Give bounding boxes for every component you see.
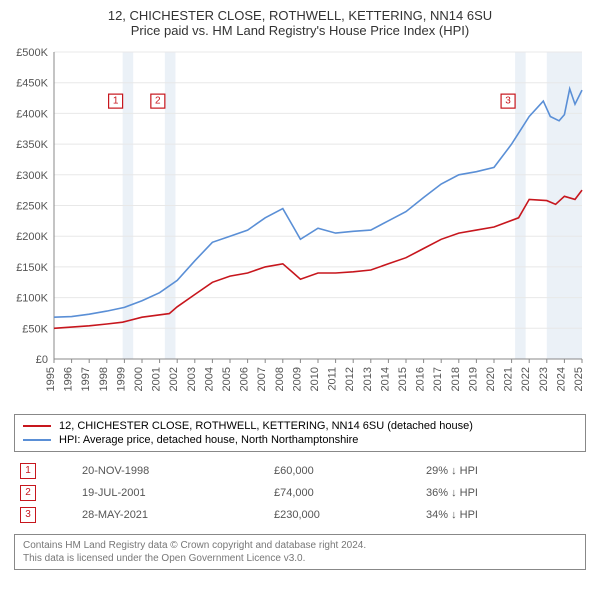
y-tick-label: £300K <box>16 170 48 182</box>
svg-text:1: 1 <box>113 96 119 107</box>
x-tick-label: 2020 <box>485 367 497 391</box>
attribution-line2: This data is licensed under the Open Gov… <box>23 552 577 565</box>
svg-text:3: 3 <box>505 96 511 107</box>
x-tick-label: 2005 <box>221 367 233 391</box>
transaction-row: 1 20-NOV-1998£60,00029% ↓ HPI <box>14 460 586 482</box>
x-tick-label: 2016 <box>415 367 427 391</box>
legend-label: HPI: Average price, detached house, Nort… <box>59 434 358 446</box>
x-tick-label: 2010 <box>309 367 321 391</box>
x-tick-label: 1997 <box>80 367 92 391</box>
x-tick-label: 2011 <box>327 367 339 391</box>
legend-swatch <box>23 439 51 441</box>
y-tick-label: £100K <box>16 293 48 305</box>
y-tick-label: £50K <box>22 323 48 335</box>
x-tick-label: 2002 <box>168 367 180 391</box>
x-tick-label: 2007 <box>256 367 268 391</box>
transaction-row: 2 19-JUL-2001£74,00036% ↓ HPI <box>14 482 586 504</box>
transaction-date: 19-JUL-2001 <box>76 482 268 504</box>
transaction-price: £230,000 <box>268 504 420 526</box>
x-tick-label: 2008 <box>274 367 286 391</box>
transaction-date: 28-MAY-2021 <box>76 504 268 526</box>
transaction-vs-hpi: 34% ↓ HPI <box>420 504 586 526</box>
x-tick-label: 2022 <box>520 367 532 391</box>
chart-svg: £0 £50K £100K £150K £200K £250K £300K £350K £400… <box>10 44 590 404</box>
x-tick-label: 2025 <box>573 367 585 391</box>
x-tick-label: 2018 <box>450 367 462 391</box>
transaction-price: £74,000 <box>268 482 420 504</box>
y-tick-label: £500K <box>16 47 48 59</box>
y-tick-label: £350K <box>16 139 48 151</box>
x-tick-label: 2000 <box>133 367 145 391</box>
y-tick-label: £200K <box>16 231 48 243</box>
y-tick-label: £0 <box>36 354 48 366</box>
y-tick-label: £150K <box>16 262 48 274</box>
legend-item: HPI: Average price, detached house, Nort… <box>23 433 577 447</box>
x-tick-label: 1996 <box>63 367 75 391</box>
transaction-vs-hpi: 36% ↓ HPI <box>420 482 586 504</box>
transaction-date: 20-NOV-1998 <box>76 460 268 482</box>
x-tick-label: 1999 <box>115 367 127 391</box>
x-tick-label: 2023 <box>538 367 550 391</box>
y-tick-label: £400K <box>16 108 48 120</box>
transaction-marker: 2 <box>20 485 36 501</box>
x-tick-label: 2004 <box>203 367 215 391</box>
x-tick-label: 1998 <box>98 367 110 391</box>
y-tick-label: £450K <box>16 78 48 90</box>
x-tick-label: 2001 <box>151 367 163 391</box>
x-tick-label: 2017 <box>432 367 444 391</box>
x-tick-label: 2019 <box>467 367 479 391</box>
attribution-box: Contains HM Land Registry data © Crown c… <box>14 534 586 570</box>
transactions-table: 1 20-NOV-1998£60,00029% ↓ HPI 2 19-JUL-2001… <box>14 460 586 526</box>
y-tick-label: £250K <box>16 201 48 213</box>
chart-area: £0 £50K £100K £150K £200K £250K £300K £350K £400… <box>10 44 590 404</box>
svg-text:2: 2 <box>155 96 161 107</box>
transaction-marker: 3 <box>20 507 36 523</box>
chart-title-line1: 12, CHICHESTER CLOSE, ROTHWELL, KETTERIN… <box>10 8 590 23</box>
legend-swatch <box>23 425 51 427</box>
x-tick-label: 2012 <box>344 367 356 391</box>
transaction-row: 3 28-MAY-2021£230,00034% ↓ HPI <box>14 504 586 526</box>
x-tick-label: 2015 <box>397 367 409 391</box>
x-tick-label: 2009 <box>291 367 303 391</box>
transaction-vs-hpi: 29% ↓ HPI <box>420 460 586 482</box>
x-tick-label: 2014 <box>379 367 391 391</box>
x-tick-label: 2024 <box>555 367 567 391</box>
legend-box: 12, CHICHESTER CLOSE, ROTHWELL, KETTERIN… <box>14 414 586 452</box>
x-tick-label: 2006 <box>239 367 251 391</box>
transaction-marker: 1 <box>20 463 36 479</box>
legend-item: 12, CHICHESTER CLOSE, ROTHWELL, KETTERIN… <box>23 419 577 433</box>
chart-title-line2: Price paid vs. HM Land Registry's House … <box>10 23 590 38</box>
x-tick-label: 2021 <box>503 367 515 391</box>
x-tick-label: 1995 <box>45 367 57 391</box>
x-tick-label: 2003 <box>186 367 198 391</box>
attribution-line1: Contains HM Land Registry data © Crown c… <box>23 539 577 552</box>
transaction-price: £60,000 <box>268 460 420 482</box>
x-tick-label: 2013 <box>362 367 374 391</box>
legend-label: 12, CHICHESTER CLOSE, ROTHWELL, KETTERIN… <box>59 420 473 432</box>
